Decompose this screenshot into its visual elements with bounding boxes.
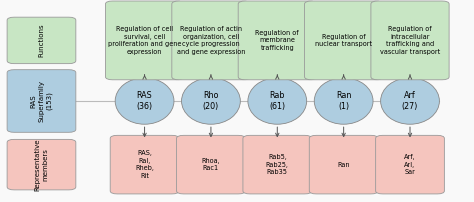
Text: Regulation of
intracellular
trafficking and
vascular transport: Regulation of intracellular trafficking … bbox=[380, 26, 440, 55]
FancyBboxPatch shape bbox=[7, 17, 76, 64]
Ellipse shape bbox=[381, 78, 439, 124]
Text: Arf
(27): Arf (27) bbox=[402, 91, 418, 111]
Text: Regulation of
membrane
trafficking: Regulation of membrane trafficking bbox=[255, 30, 299, 51]
FancyBboxPatch shape bbox=[304, 1, 383, 80]
Text: RAS
(36): RAS (36) bbox=[137, 91, 153, 111]
Text: Arf,
Arl,
Sar: Arf, Arl, Sar bbox=[404, 154, 416, 175]
FancyBboxPatch shape bbox=[110, 135, 179, 194]
Text: Rab
(61): Rab (61) bbox=[269, 91, 285, 111]
FancyBboxPatch shape bbox=[371, 1, 449, 80]
Text: Regulation of cell
survival, cell
proliferation and gene
expression: Regulation of cell survival, cell prolif… bbox=[108, 26, 181, 55]
FancyBboxPatch shape bbox=[172, 1, 250, 80]
FancyBboxPatch shape bbox=[375, 135, 444, 194]
Text: Regulation of
nuclear transport: Regulation of nuclear transport bbox=[315, 34, 372, 47]
FancyBboxPatch shape bbox=[243, 135, 311, 194]
FancyBboxPatch shape bbox=[105, 1, 183, 80]
Ellipse shape bbox=[248, 78, 307, 124]
FancyBboxPatch shape bbox=[7, 70, 76, 132]
Ellipse shape bbox=[115, 78, 174, 124]
Text: Ran
(1): Ran (1) bbox=[336, 91, 351, 111]
Text: RAS
Superfamily
(153): RAS Superfamily (153) bbox=[31, 80, 52, 122]
Ellipse shape bbox=[314, 78, 373, 124]
FancyBboxPatch shape bbox=[238, 1, 316, 80]
FancyBboxPatch shape bbox=[309, 135, 378, 194]
FancyBboxPatch shape bbox=[7, 139, 76, 190]
Text: Rho
(20): Rho (20) bbox=[203, 91, 219, 111]
FancyBboxPatch shape bbox=[176, 135, 246, 194]
Ellipse shape bbox=[182, 78, 240, 124]
Text: Ran: Ran bbox=[337, 162, 350, 168]
Text: Regulation of actin
organization, cell
cycle progression
and gene expression: Regulation of actin organization, cell c… bbox=[177, 26, 245, 55]
Text: Rab5,
Rab25,
Rab35: Rab5, Rab25, Rab35 bbox=[266, 154, 289, 175]
Text: Rhoa,
Rac1: Rhoa, Rac1 bbox=[201, 158, 220, 171]
Text: RAS,
Ral,
Rheb,
Rit: RAS, Ral, Rheb, Rit bbox=[135, 150, 154, 179]
Text: Functions: Functions bbox=[38, 24, 45, 57]
Text: Representative
members: Representative members bbox=[35, 138, 48, 191]
